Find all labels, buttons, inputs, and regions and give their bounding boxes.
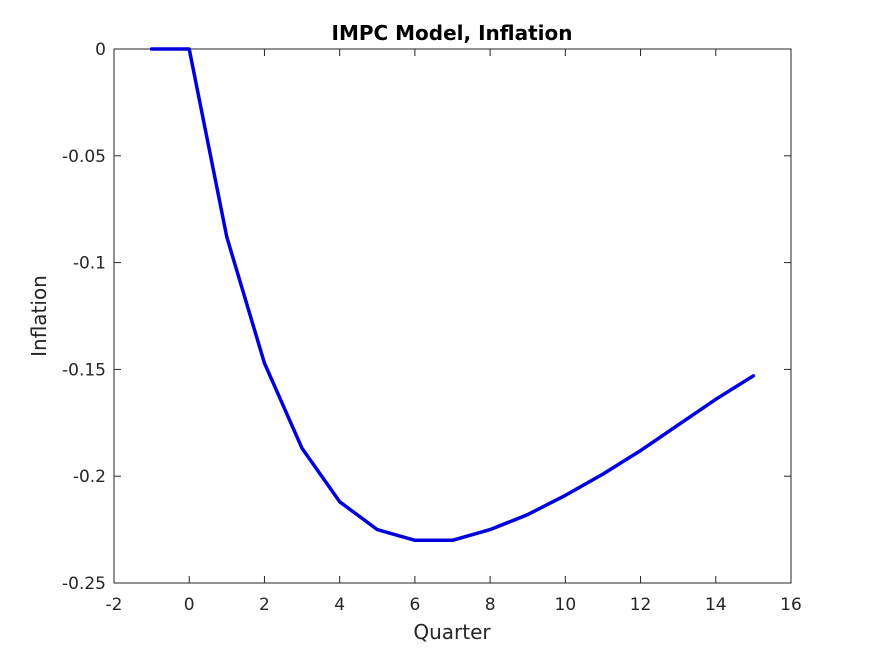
x-tick-label: -2 (106, 595, 123, 615)
x-tick-label: 6 (409, 595, 420, 615)
y-tick-label: -0.05 (62, 147, 106, 167)
series-line-0 (149, 47, 756, 543)
y-tick-label: -0.2 (73, 467, 106, 487)
x-tick-label: 4 (334, 595, 345, 615)
x-tick-label: 12 (630, 595, 652, 615)
axes-box (113, 48, 792, 584)
y-axis-ticks: 0 -0.05 -0.1 -0.15 -0.2 -0.25 (62, 40, 791, 594)
series-layer (149, 47, 756, 543)
chart-title: IMPC Model, Inflation (332, 21, 573, 45)
y-tick-label: 0 (95, 40, 106, 60)
x-tick-label: 2 (259, 595, 270, 615)
x-tick-label: 10 (555, 595, 577, 615)
x-axis-label: Quarter (413, 620, 491, 644)
x-axis-ticks: -2 0 2 4 6 8 10 12 14 16 (106, 49, 802, 615)
y-tick-label: -0.1 (73, 254, 106, 274)
y-tick-label: -0.25 (62, 574, 106, 594)
x-tick-label: 16 (780, 595, 802, 615)
y-axis-label: Inflation (27, 275, 51, 357)
x-tick-label: 0 (184, 595, 195, 615)
y-tick-label: -0.15 (62, 360, 106, 380)
x-tick-label: 14 (705, 595, 727, 615)
x-tick-label: 8 (485, 595, 496, 615)
